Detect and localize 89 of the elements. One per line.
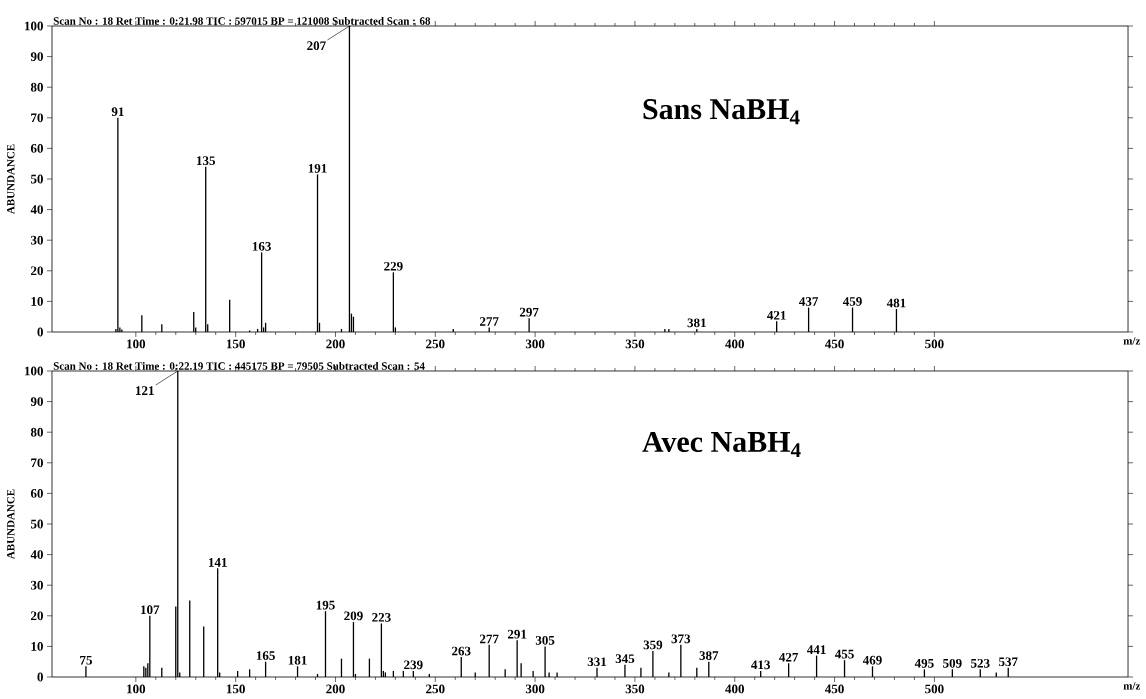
- x-tick-label: 250: [426, 339, 445, 349]
- annotation: 75: [80, 655, 92, 665]
- annotation: 455: [834, 649, 854, 659]
- y-tick-label: 40: [30, 205, 43, 214]
- annotation: 345: [615, 654, 635, 664]
- annotation: 427: [779, 652, 799, 662]
- annotation: 441: [807, 645, 826, 654]
- annotation: 163: [252, 242, 271, 251]
- annotation: 359: [643, 640, 663, 650]
- x-tick-label: 300: [525, 684, 545, 694]
- y-tick-label: 20: [31, 611, 43, 621]
- y-tick-label: 70: [31, 113, 43, 123]
- annotation: 239: [404, 660, 423, 670]
- annotation: 291: [507, 629, 527, 639]
- annotation: 305: [535, 635, 555, 645]
- y-tick-label: 90: [30, 52, 43, 61]
- annotation: 459: [842, 297, 862, 306]
- y-axis-title: ABUNDANCE: [7, 144, 15, 215]
- annotation: 413: [751, 660, 770, 670]
- x-tick-label: 400: [725, 339, 744, 349]
- annotation: 181: [288, 655, 307, 665]
- y-tick-label: 10: [31, 297, 43, 306]
- x-tick-label: 100: [127, 339, 146, 349]
- annotation: 277: [479, 317, 499, 326]
- annotation: 297: [519, 307, 539, 317]
- annotation: 165: [256, 651, 275, 660]
- x-tick-label: 400: [725, 684, 744, 694]
- annotation: 387: [699, 651, 719, 660]
- y-tick-label: 50: [30, 174, 43, 184]
- annotation: 135: [197, 156, 215, 166]
- x-tick-label: 450: [824, 339, 844, 349]
- y-tick-label: 60: [30, 489, 43, 498]
- x-tick-label: 150: [226, 339, 245, 349]
- x-tick-label: 250: [426, 684, 445, 694]
- y-tick-label: 80: [30, 427, 43, 437]
- annotation: 223: [372, 613, 391, 622]
- annotation: 495: [914, 658, 934, 668]
- x-tick-label: 500: [925, 339, 944, 349]
- x-tick-label: 350: [625, 339, 645, 349]
- y-tick-label: 40: [30, 550, 43, 559]
- annotation: 121: [136, 386, 154, 395]
- x-tick-label: 150: [226, 684, 245, 694]
- annotation: 141: [208, 558, 227, 567]
- y-tick-label: 80: [30, 82, 43, 92]
- annotation: 469: [862, 655, 882, 665]
- annotation: Avec NaBH$_{4}$: [642, 431, 801, 457]
- annotation: 195: [316, 600, 335, 610]
- annotation: 209: [344, 611, 363, 621]
- chart-title: Scan No : 18 Ret Time : 0:22.19 TIC : 445175 BP = 79505 Subtracted Scan : 54: [53, 362, 425, 370]
- chart-title: Scan No : 18 Ret Time : 0:21.98 TIC : 597015 BP = 121008 Subtracted Scan : 68: [53, 17, 431, 25]
- y-tick-label: 60: [30, 144, 43, 153]
- annotation: 263: [452, 646, 471, 656]
- annotation: 191: [308, 163, 327, 173]
- y-tick-label: 70: [31, 458, 43, 468]
- annotation: 481: [886, 298, 906, 308]
- x-axis-title: m/z: [1123, 682, 1141, 690]
- annotation: 509: [943, 658, 962, 668]
- annotation: 207: [307, 41, 326, 51]
- annotation: 421: [767, 310, 786, 320]
- y-tick-label: 30: [30, 580, 43, 590]
- y-tick-label: 20: [31, 266, 43, 276]
- annotation: 331: [587, 657, 607, 667]
- y-axis-title: ABUNDANCE: [7, 489, 15, 560]
- x-tick-label: 450: [824, 684, 844, 694]
- x-tick-label: 300: [525, 339, 545, 349]
- x-tick-label: 200: [326, 684, 345, 694]
- y-tick-label: 100: [25, 366, 43, 376]
- y-tick-label: 0: [37, 672, 43, 682]
- annotation: 229: [384, 261, 403, 271]
- annotation: 91: [111, 107, 124, 117]
- y-tick-label: 50: [30, 519, 43, 529]
- annotation: 523: [971, 658, 990, 668]
- y-tick-label: 30: [30, 235, 43, 245]
- x-tick-label: 200: [326, 339, 345, 349]
- x-tick-label: 500: [925, 684, 944, 694]
- annotation: 373: [671, 634, 691, 644]
- annotation: 277: [479, 634, 499, 644]
- x-axis-title: m/z: [1123, 337, 1141, 345]
- y-tick-label: 10: [31, 642, 43, 651]
- y-tick-label: 100: [25, 21, 43, 31]
- annotation: 437: [799, 297, 819, 306]
- annotation: 107: [141, 605, 160, 615]
- x-tick-label: 350: [625, 684, 645, 694]
- y-tick-label: 90: [30, 397, 43, 406]
- annotation: 381: [687, 318, 706, 328]
- x-tick-label: 100: [127, 684, 146, 694]
- annotation: Sans NaBH$_{4}$: [643, 99, 800, 125]
- annotation: 537: [999, 657, 1018, 667]
- y-tick-label: 0: [37, 327, 43, 337]
